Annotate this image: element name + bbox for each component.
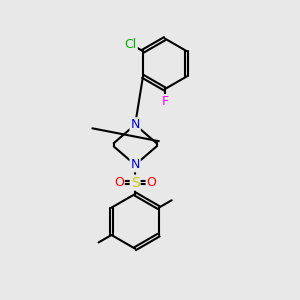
Text: N: N	[130, 118, 140, 131]
Text: Cl: Cl	[124, 38, 137, 50]
Text: S: S	[131, 176, 140, 190]
Text: N: N	[130, 158, 140, 171]
Text: O: O	[146, 176, 156, 189]
Text: O: O	[114, 176, 124, 189]
Text: F: F	[161, 95, 168, 108]
